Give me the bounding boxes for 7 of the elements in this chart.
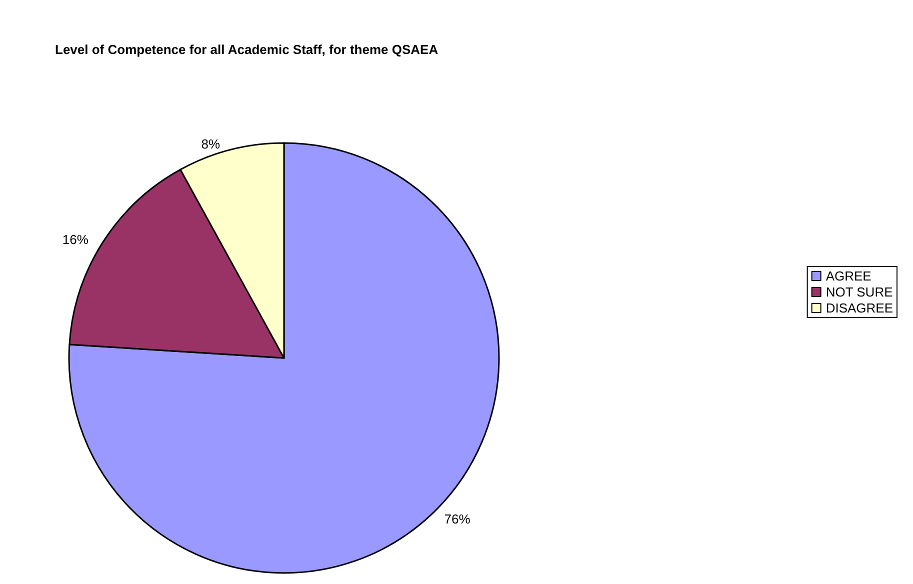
legend-label: NOT SURE (826, 284, 894, 300)
data-label: 76% (444, 512, 471, 527)
legend-label: AGREE (826, 268, 872, 284)
chart-title: Level of Competence for all Academic Staff, for theme QSAEA (55, 42, 439, 57)
data-label: 8% (201, 136, 220, 152)
data-label: 16% (62, 232, 89, 248)
legend-label: DISAGREE (826, 300, 894, 316)
